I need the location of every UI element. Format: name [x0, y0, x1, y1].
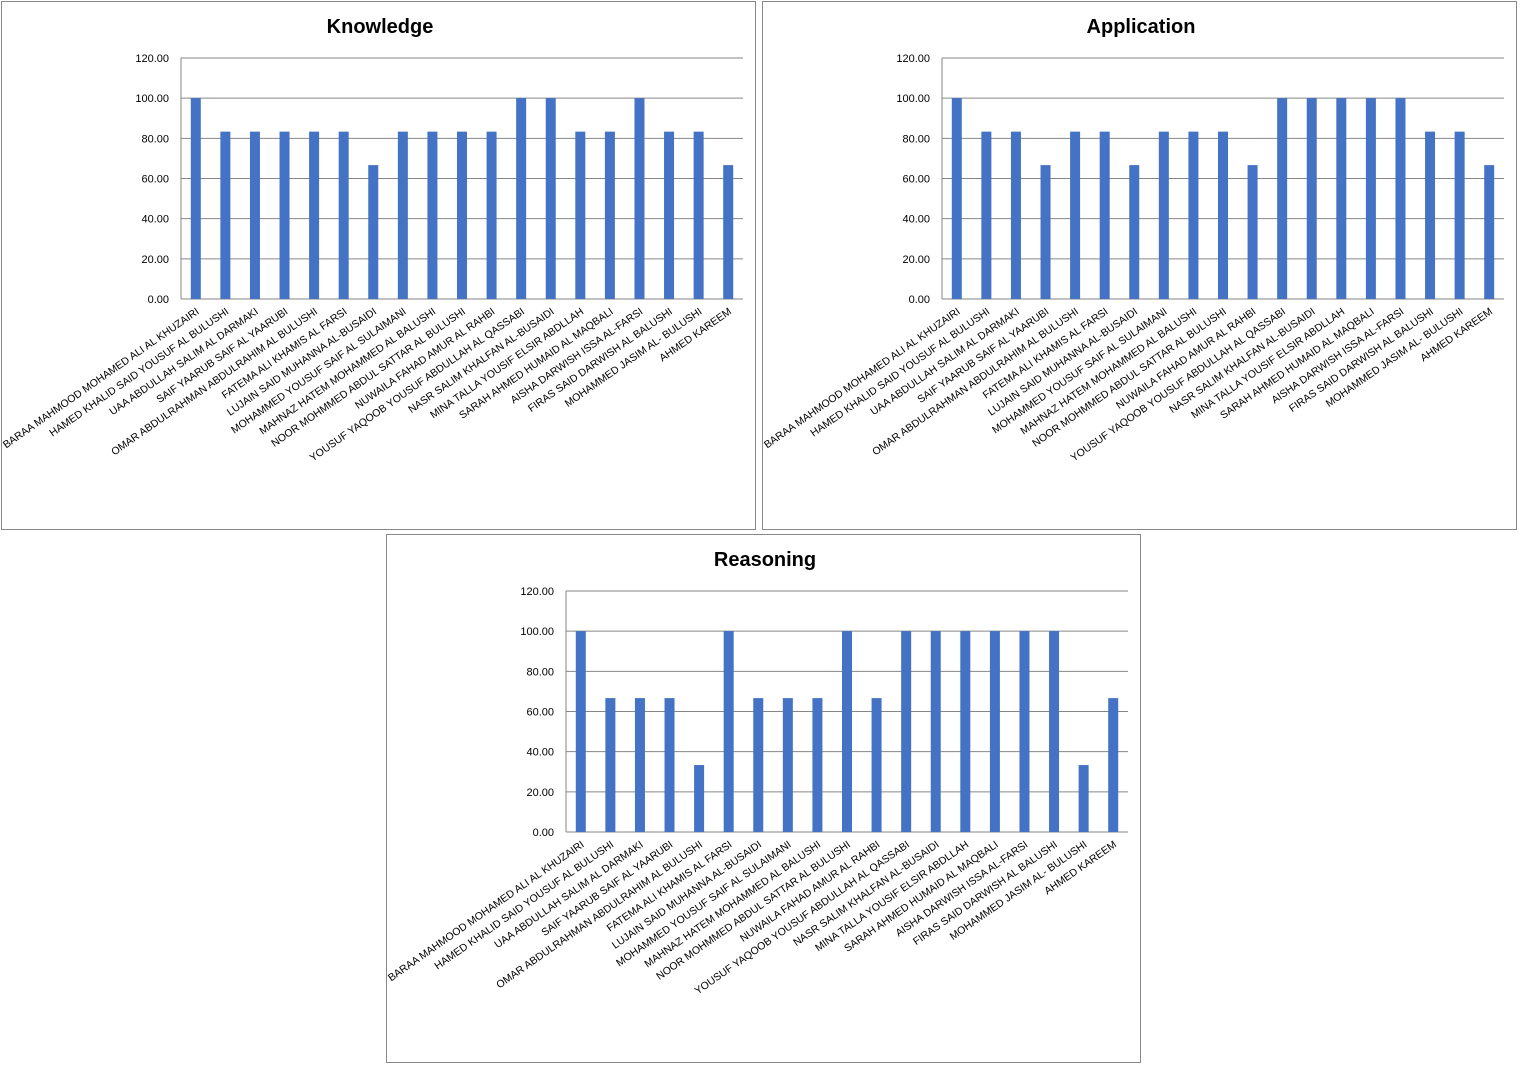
- y-tick-label: 60.00: [141, 174, 169, 186]
- bar: [871, 698, 882, 832]
- bar: [427, 131, 438, 299]
- bar: [812, 698, 823, 832]
- y-tick-label: 80.00: [902, 133, 930, 145]
- y-tick-label: 80.00: [526, 666, 554, 678]
- bar: [1010, 131, 1021, 299]
- bar: [1336, 98, 1347, 300]
- y-tick-label: 40.00: [526, 747, 554, 759]
- y-tick-label: 20.00: [902, 254, 930, 266]
- bar: [951, 98, 962, 300]
- y-tick-label: 20.00: [141, 254, 169, 266]
- bar: [457, 131, 467, 299]
- bar: [842, 631, 852, 832]
- chart-border: [762, 1, 1517, 530]
- bar: [605, 698, 616, 832]
- chart: Application 0.00 20.00 40.00 60.00 80.00 100.0…: [762, 1, 1517, 530]
- y-tick-label: 100.00: [520, 626, 554, 638]
- bar: [220, 131, 231, 299]
- bar: [1395, 98, 1406, 300]
- bar: [1218, 131, 1228, 299]
- bar: [901, 631, 912, 832]
- bar: [1306, 98, 1317, 300]
- bar: [930, 631, 941, 832]
- bar: [486, 131, 497, 299]
- bar: [989, 631, 1000, 832]
- y-tick-label: 100.00: [896, 93, 930, 105]
- bar: [575, 131, 586, 299]
- bar: [693, 131, 704, 299]
- x-tick-label: BARAA MAHMOOD MOHAMED ALI AL KHUZAIRI: [762, 306, 963, 451]
- y-tick-label: 80.00: [141, 133, 169, 145]
- bar: [368, 165, 379, 299]
- bar: [1247, 165, 1258, 299]
- bar: [1365, 98, 1376, 300]
- y-tick-label: 40.00: [902, 214, 930, 226]
- bar: [664, 131, 675, 299]
- y-tick-label: 40.00: [141, 214, 169, 226]
- bar: [279, 131, 290, 299]
- bar: [1019, 631, 1030, 832]
- y-tick-label: 0.00: [148, 294, 169, 306]
- bar: [1454, 131, 1465, 299]
- bar: [723, 631, 734, 832]
- bar: [1049, 631, 1060, 832]
- bar: [516, 98, 527, 300]
- y-tick-label: 120.00: [896, 53, 930, 65]
- bar: [634, 698, 645, 832]
- y-tick-label: 120.00: [135, 53, 169, 65]
- bar: [782, 698, 793, 832]
- bar: [753, 698, 764, 832]
- bar: [1188, 131, 1199, 299]
- chart: Knowledge 0.00 20.00 40.00 60.00 80.00 100.00 1…: [1, 1, 756, 530]
- y-tick-label: 60.00: [526, 707, 554, 719]
- y-tick-label: 120.00: [520, 586, 554, 598]
- bar: [545, 98, 556, 300]
- bar: [249, 131, 260, 299]
- bar: [575, 631, 586, 832]
- bar: [981, 131, 992, 299]
- bar: [1070, 131, 1081, 299]
- chart-border: [386, 534, 1141, 1063]
- y-tick-label: 100.00: [135, 93, 169, 105]
- chart: Reasoning 0.00 20.00 40.00 60.00 80.00 100.00 1…: [386, 534, 1141, 1063]
- bar: [1108, 698, 1119, 832]
- chart-title: Knowledge: [327, 16, 434, 38]
- bar: [1425, 131, 1436, 299]
- y-tick-label: 20.00: [526, 787, 554, 799]
- bar: [309, 131, 320, 299]
- bar: [723, 165, 734, 299]
- bar: [397, 131, 408, 299]
- bar: [634, 98, 645, 300]
- y-tick-label: 0.00: [909, 294, 930, 306]
- bar: [338, 131, 349, 299]
- bar: [1040, 165, 1051, 299]
- x-tick-label: BARAA MAHMOOD MOHAMED ALI AL KHUZAIRI: [386, 839, 587, 984]
- bar: [604, 131, 615, 299]
- chart-border: [1, 1, 756, 530]
- y-tick-label: 60.00: [902, 174, 930, 186]
- chart-title: Reasoning: [714, 549, 816, 571]
- bar: [1277, 98, 1288, 300]
- bar: [1099, 131, 1110, 299]
- bar: [1129, 165, 1140, 299]
- x-tick-label: BARAA MAHMOOD MOHAMED ALI AL KHUZAIRI: [1, 306, 202, 451]
- bar: [694, 765, 705, 832]
- bar: [190, 98, 201, 300]
- chart-title: Application: [1087, 16, 1196, 38]
- y-tick-label: 0.00: [533, 827, 554, 839]
- bar: [960, 631, 971, 832]
- bar: [1078, 765, 1089, 832]
- bar: [1158, 131, 1169, 299]
- bar: [1484, 165, 1495, 299]
- bar: [664, 698, 675, 832]
